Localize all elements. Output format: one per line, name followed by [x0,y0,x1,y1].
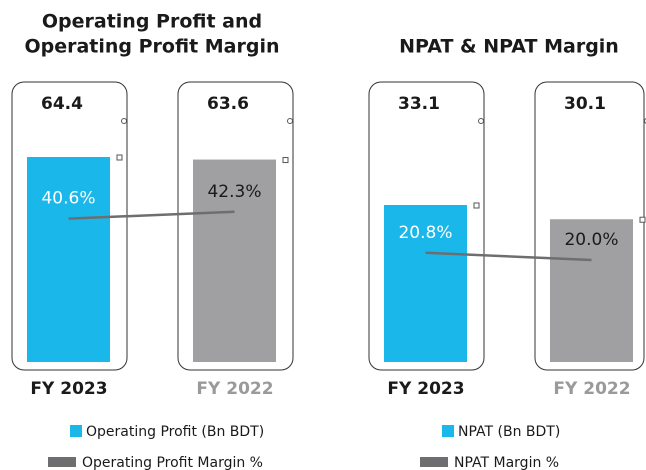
frame [11,81,128,371]
x-tick-label: FY 2023 [30,379,107,399]
line-value-label: 42.3% [207,182,261,202]
bar [193,159,276,362]
frame-notch [116,154,123,161]
frame-notch [121,118,127,124]
legend-swatch [48,457,76,467]
bar [384,205,467,362]
line-value-label: 20.0% [564,230,618,250]
x-tick-label: FY 2023 [387,379,464,399]
legend-label: Operating Profit Margin % [82,455,263,470]
frame-notch [639,216,646,223]
chart-title: Operating Profit Margin [24,36,279,58]
legend-swatch [70,425,82,437]
bar-value-label: 33.1 [398,94,440,114]
legend-swatch [420,457,448,467]
legend-swatch [442,425,454,437]
frame [368,81,485,371]
chart-title: Operating Profit and [42,11,262,33]
frame-notch [282,157,289,164]
bar-value-label: 30.1 [564,94,606,114]
frame [534,81,645,371]
bar-value-label: 63.6 [207,94,249,114]
frame [177,81,294,371]
legend-label: NPAT (Bn BDT) [458,424,560,440]
bar [550,219,633,362]
bar [27,157,110,362]
x-tick-label: FY 2022 [553,379,630,399]
chart-title: NPAT & NPAT Margin [399,36,619,58]
legend-label: NPAT Margin % [454,455,559,470]
legend-label: Operating Profit (Bn BDT) [86,424,264,440]
frame-notch [287,118,293,124]
frame-notch [473,202,480,209]
line-value-label: 20.8% [398,223,452,243]
frame-notch [478,118,484,124]
margin-line [68,210,235,220]
bar-value-label: 64.4 [41,94,83,114]
x-tick-label: FY 2022 [196,379,273,399]
line-value-label: 40.6% [41,189,95,209]
margin-line [425,251,592,262]
